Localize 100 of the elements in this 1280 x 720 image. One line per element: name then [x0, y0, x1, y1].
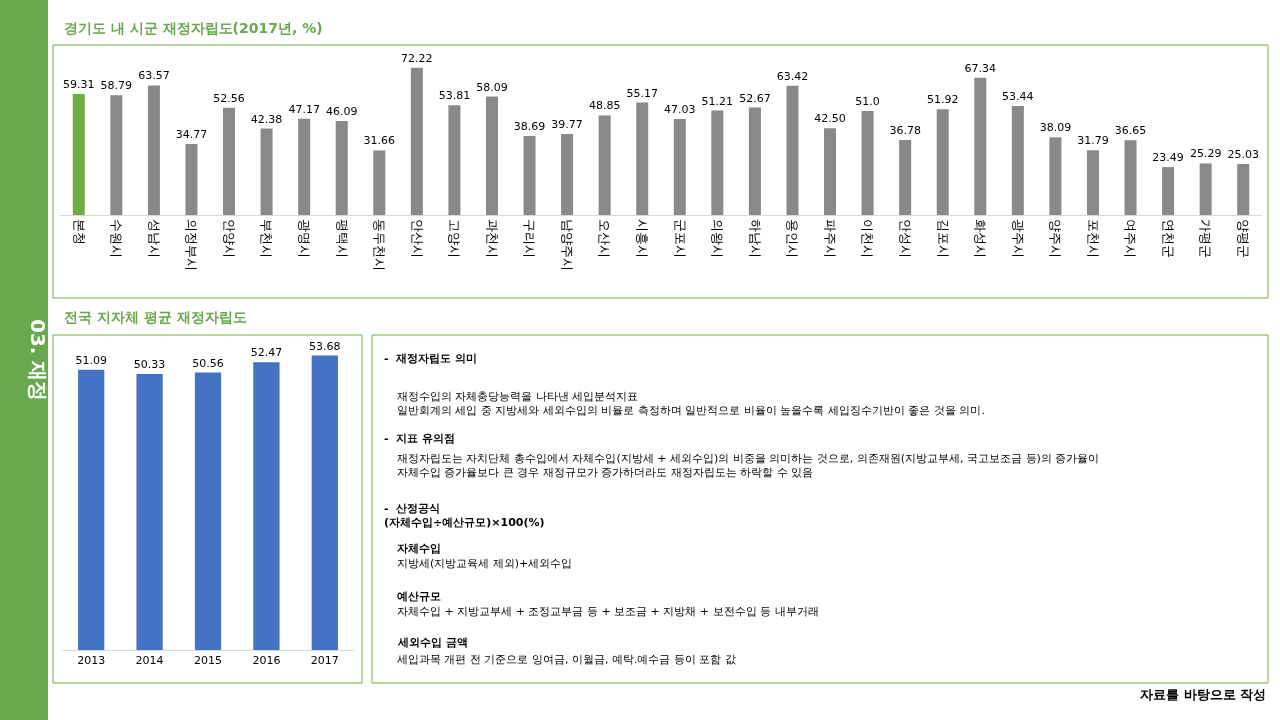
- x-tick-label: 구리시: [522, 218, 538, 258]
- x-tick-label: 용인시: [785, 218, 801, 258]
- data-label: 34.77: [175, 128, 208, 142]
- x-tick-label: 광명시: [296, 218, 312, 258]
- data-label: 59.31: [63, 78, 95, 92]
- data-label: 51.92: [926, 93, 959, 107]
- data-label: 51.21: [701, 94, 734, 108]
- data-label: 39.77: [551, 117, 583, 131]
- text: 재정수입의 자체충당능력을 나타낸 세입분석지표 일반회계의 세입 중 지방세와 세외수입의 비율로 측정하며 일반적으로 비율이 높을수록 세입징수기반이 좋은 것을 의미.: [397, 390, 985, 418]
- x-tick-label: 2015: [194, 654, 222, 668]
- x-tick-label: 오산시: [597, 218, 613, 258]
- bar: [523, 136, 536, 215]
- data-label: 42.38: [250, 112, 283, 126]
- data-label: 52.56: [213, 91, 245, 105]
- data-label: 53.44: [1002, 90, 1034, 104]
- x-tick-label: 본청: [71, 218, 87, 245]
- x-tick-label: 파주시: [822, 218, 838, 258]
- text: 자체수입: [397, 542, 441, 555]
- x-tick-label: 남양주시: [559, 218, 575, 271]
- x-tick-label: 군포시: [672, 218, 688, 258]
- x-tick-label: 수원시: [109, 218, 125, 258]
- text: 예산규모: [397, 590, 441, 603]
- x-tick-label: 2013: [77, 654, 106, 668]
- bar: [298, 118, 311, 215]
- data-label: 63.42: [776, 69, 809, 83]
- bar: [448, 105, 461, 215]
- bar: [185, 144, 198, 215]
- data-label: 67.34: [964, 61, 997, 75]
- data-label: 42.50: [814, 112, 846, 126]
- text: 03. 재정: [26, 319, 50, 402]
- bar: [410, 67, 423, 215]
- x-tick-label: 포천시: [1085, 218, 1101, 258]
- x-tick-label: 양평군: [1235, 218, 1251, 258]
- bar: [373, 150, 386, 215]
- data-label: 23.49: [1152, 151, 1184, 165]
- text: 재정자립도는 자치단체 총수입에서 자체수입(지방세 + 세외수입)의 비중을 의미하는 것으로, 의존재원(지방교부세, 국고보조금 등)의 증가율이 자체수입 증가율보다 큰 경우 재정규모가 증가하더라도 재정자립도는 하락할 수 있음: [397, 452, 1100, 480]
- data-label: 36.78: [889, 124, 921, 138]
- x-tick-label: 안양시: [221, 218, 237, 258]
- chart-title: 전국 지자체 평균 재정자립도: [64, 309, 247, 325]
- bar: [72, 94, 85, 215]
- bar: [1237, 163, 1250, 215]
- x-tick-label: 양주시: [1048, 218, 1064, 258]
- data-label: 25.03: [1227, 147, 1259, 161]
- data-label: 53.81: [438, 89, 471, 103]
- data-label: 25.29: [1189, 147, 1222, 161]
- bar: [636, 102, 649, 215]
- bar: [1011, 106, 1024, 215]
- data-label: 51.0: [855, 95, 880, 109]
- bar: [485, 96, 498, 215]
- x-tick-label: 성남시: [146, 218, 162, 258]
- bar: [110, 95, 123, 215]
- x-tick-label: 시흥시: [634, 218, 650, 258]
- bar: [223, 107, 236, 215]
- bar: [1162, 167, 1175, 215]
- x-tick-label: 동두천시: [372, 218, 388, 271]
- bar: [936, 109, 949, 215]
- text: - 지표 유의점: [384, 432, 456, 445]
- bar: [1124, 140, 1137, 215]
- x-tick-label: 여주시: [1123, 218, 1139, 258]
- data-label: 52.47: [250, 346, 283, 360]
- data-label: 51.09: [75, 353, 107, 367]
- x-tick-label: 안산시: [409, 218, 425, 258]
- x-tick-label: 부천시: [259, 218, 275, 258]
- text: 자체수입 + 지방교부세 + 조정교부금 등 + 보조금 + 지방채 + 보전수입 등 내부거래: [397, 605, 819, 618]
- x-tick-label: 이천시: [860, 218, 876, 258]
- bar: [1086, 150, 1099, 215]
- data-label: 50.33: [133, 357, 166, 371]
- x-tick-label: 2017: [310, 654, 339, 668]
- data-label: 36.65: [1114, 124, 1147, 138]
- bar: [1199, 163, 1212, 215]
- data-label: 38.09: [1039, 121, 1072, 135]
- bar: [899, 140, 912, 215]
- x-tick-label: 과천시: [484, 218, 500, 258]
- text: 세외수입 금액: [397, 636, 468, 649]
- x-tick-label: 평택시: [334, 218, 350, 258]
- data-label: 48.85: [588, 99, 621, 113]
- bar: [861, 111, 874, 215]
- x-tick-label: 연천군: [1160, 218, 1176, 258]
- x-tick-label: 광주시: [1010, 218, 1026, 258]
- data-label: 52.67: [739, 91, 771, 105]
- text: - 산정공식 (자체수입÷예산규모)×100(%): [384, 502, 545, 530]
- bar: [673, 119, 686, 215]
- data-label: 31.79: [1077, 134, 1109, 148]
- text: - 재정자립도 의미: [384, 352, 478, 365]
- bar: [748, 107, 761, 215]
- data-label: 46.09: [325, 105, 358, 119]
- bar: [711, 110, 724, 215]
- bar: [786, 85, 799, 215]
- chart-title: 경기도 내 시군 재정자립도(2017년, %): [64, 20, 323, 36]
- x-tick-label: 2014: [135, 654, 164, 668]
- data-label: 38.69: [513, 120, 546, 134]
- data-label: 47.03: [664, 103, 696, 117]
- data-label: 31.66: [363, 134, 396, 148]
- bar: [335, 121, 348, 215]
- data-label: 50.56: [192, 356, 224, 370]
- x-tick-label: 2016: [252, 654, 281, 668]
- x-tick-label: 화성시: [973, 218, 989, 258]
- bar: [561, 133, 574, 215]
- x-tick-label: 김포시: [935, 218, 951, 258]
- data-label: 53.68: [309, 339, 341, 353]
